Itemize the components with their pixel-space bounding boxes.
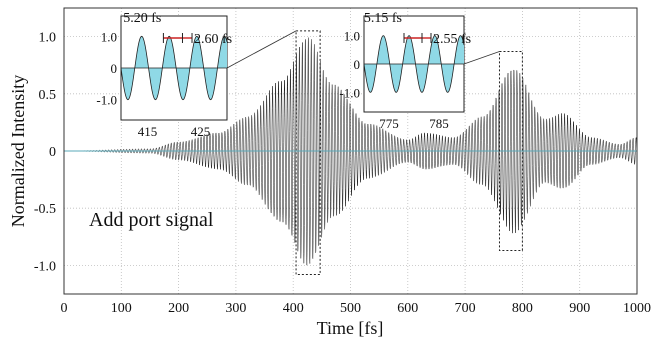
inset-signal: [120, 35, 228, 101]
inset-y-tick-label: 1.0: [101, 29, 117, 44]
x-tick-label: 100: [111, 301, 132, 316]
x-tick-label: 700: [455, 301, 476, 316]
inset-signal: [363, 35, 465, 93]
inset-connector: [226, 30, 297, 69]
x-tick-label: 0: [61, 301, 68, 316]
inset-y-tick-label: -1.0: [339, 85, 360, 100]
period-label: 5.15 fs: [364, 11, 402, 26]
y-tick-label: 0.5: [39, 88, 57, 103]
x-axis-title: Time [fs]: [317, 318, 384, 338]
y-tick-labels: 1.0 0.5 0 -0.5 -1.0: [34, 31, 56, 275]
x-tick-label: 200: [168, 301, 189, 316]
x-tick-labels: 0 100 200 300 400 500 600 700 800 900 1000: [61, 301, 651, 316]
x-tick-label: 300: [225, 301, 246, 316]
highlight-box: [295, 30, 321, 276]
period-label: 5.20 fs: [123, 11, 161, 26]
x-tick-label: 500: [340, 301, 361, 316]
y-axis-title: Normalized Intensity: [8, 75, 28, 227]
y-tick-label: 1.0: [39, 31, 57, 46]
inset-y-tick-label: 0: [111, 61, 118, 76]
x-tick-label: 900: [569, 301, 590, 316]
inset-x-tick-label: 775: [379, 116, 399, 131]
highlight-boxes: [295, 30, 523, 276]
inset-x-tick-label: 415: [138, 124, 158, 139]
y-tick-label: -0.5: [34, 202, 56, 217]
inset-y-tick-label: 0: [354, 57, 361, 72]
inset-1: 1.0 0 -1.0 415 425 5.20 fs 2.60 fs: [96, 11, 297, 139]
inset-y-tick-label: 1.0: [344, 29, 360, 44]
inset-x-tick-label: 425: [191, 124, 211, 139]
annotation-label: Add port signal: [89, 209, 214, 231]
signal-trace: [64, 37, 638, 266]
half-period-label: 2.55 fs: [433, 32, 471, 47]
x-tick-label: 600: [397, 301, 418, 316]
inset-connector: [463, 51, 500, 65]
x-tick-label: 400: [283, 301, 304, 316]
half-period-label: 2.60 fs: [194, 32, 232, 47]
y-tick-label: -1.0: [34, 259, 56, 274]
x-tick-label: 800: [512, 301, 533, 316]
inset-x-tick-label: 785: [429, 116, 449, 131]
inset-2: 1.0 0 -1.0 775 785 5.15 fs 2.55 fs: [339, 11, 500, 131]
plot-frame: [63, 7, 638, 295]
x-tick-label: 1000: [623, 301, 651, 316]
insets: 1.0 0 -1.0 415 425 5.20 fs 2.60 fs 1.0 0 -1.0 775 7…: [96, 11, 500, 139]
inset-y-tick-label: -1.0: [96, 93, 117, 108]
highlight-box: [498, 50, 523, 252]
y-tick-label: 0: [49, 145, 56, 160]
